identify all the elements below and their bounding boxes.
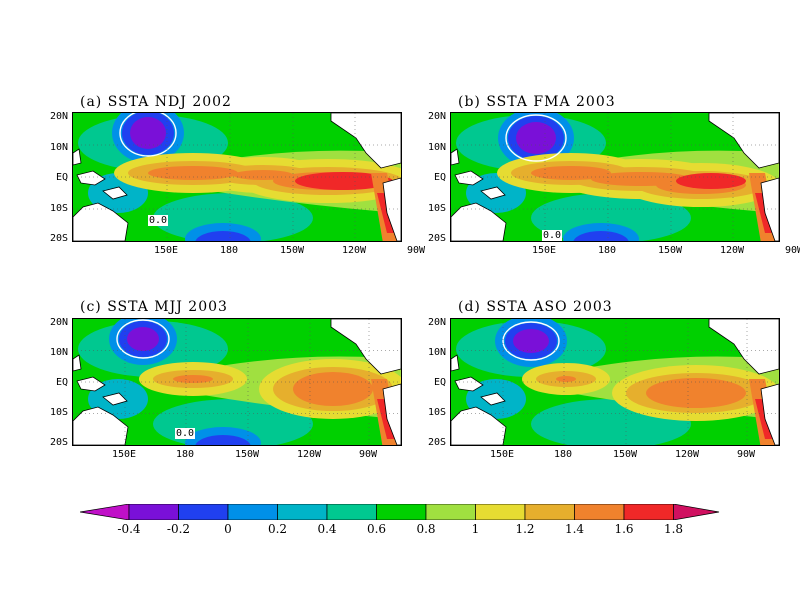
colorbar-tick-label: 0.2 (267, 522, 288, 536)
colorbar-tick-label: 1.6 (614, 522, 634, 536)
colorbar-segment (227, 504, 278, 520)
latitude-tick-label: 10S (427, 202, 446, 214)
latitude-tick-label: 10N (427, 141, 446, 153)
colorbar-segment (277, 504, 328, 520)
colorbar-segment (425, 504, 476, 520)
colorbar-segment (376, 504, 427, 520)
latitude-tick-label: EQ (55, 377, 68, 388)
latitude-tick-label: 10N (49, 141, 68, 153)
sst-anomaly-field (73, 113, 401, 241)
colorbar-tick-label: 0.6 (366, 522, 387, 536)
colorbar-segment (128, 504, 179, 520)
colorbar-tick-label: -0.2 (166, 522, 191, 536)
latitude-tick-label: 20N (427, 317, 446, 328)
sst-anomaly-map (450, 318, 780, 446)
latitude-tick-label: EQ (433, 172, 446, 183)
colorbar-tick-label: 0 (224, 522, 232, 536)
colorbar-tick-label: 1.2 (515, 522, 535, 536)
longitude-tick-label: 150W (612, 449, 638, 460)
colorbar-tick-label: 0.4 (317, 522, 337, 536)
longitude-tick-label: 150W (279, 245, 305, 256)
colorbar-tick-label: 0.8 (416, 522, 436, 536)
contour-label: 0.0 (148, 215, 169, 226)
colorbar-tick-label: 1 (471, 522, 480, 536)
contour-label: 0.0 (175, 428, 196, 439)
sst-anomaly-map (72, 112, 402, 242)
longitude-tick-label: 120W (674, 449, 700, 460)
longitude-tick-label: 150E (489, 449, 515, 460)
colorbar-segment (326, 504, 377, 520)
latitude-tick-label: 20S (427, 437, 446, 448)
colorbar-segment (574, 504, 625, 520)
sst-anomaly-map (72, 318, 402, 446)
longitude-tick-label: 180 (219, 245, 239, 256)
longitude-tick-label: 120W (719, 245, 745, 256)
panel-title: (a) SSTA NDJ 2002 (80, 94, 232, 110)
latitude-tick-label: 20S (49, 437, 68, 448)
longitude-tick-label: 180 (175, 449, 195, 460)
latitude-tick-label: 20N (49, 317, 68, 328)
longitude-tick-label: 120W (341, 245, 367, 256)
longitude-tick-label: 150E (531, 245, 557, 256)
colorbar-tick-label: 1.8 (663, 522, 684, 536)
latitude-tick-label: 20N (49, 111, 68, 122)
longitude-tick-label: 150W (657, 245, 683, 256)
colorbar (80, 504, 720, 520)
latitude-tick-label: EQ (55, 172, 68, 183)
latitude-tick-label: 10S (49, 407, 68, 418)
latitude-tick-label: 10N (427, 347, 446, 358)
panel-title: (b) SSTA FMA 2003 (458, 94, 616, 110)
latitude-tick-label: 10S (49, 202, 68, 214)
colorbar-segment (673, 504, 720, 520)
longitude-tick-label: 150E (153, 245, 179, 256)
latitude-tick-label: 20S (49, 233, 68, 244)
contour-label: 0.0 (542, 230, 563, 241)
latitude-tick-label: 10S (427, 407, 446, 418)
longitude-tick-label: 90W (358, 449, 378, 460)
longitude-tick-label: 150W (234, 449, 260, 460)
longitude-tick-label: 120W (296, 449, 322, 460)
sst-anomaly-field (451, 319, 779, 445)
colorbar-tick-label: -0.4 (117, 522, 141, 536)
longitude-tick-label: 180 (553, 449, 573, 460)
sst-anomaly-map (450, 112, 780, 242)
sst-anomaly-field (73, 319, 401, 445)
panel-title: (c) SSTA MJJ 2003 (80, 299, 228, 315)
latitude-tick-label: 20S (427, 233, 446, 244)
latitude-tick-label: 20N (427, 111, 446, 122)
longitude-tick-label: 180 (597, 245, 617, 256)
colorbar-segment (623, 504, 674, 520)
latitude-tick-label: EQ (433, 377, 446, 388)
latitude-tick-label: 10N (49, 347, 68, 358)
longitude-tick-label: 90W (736, 449, 756, 460)
panel-title: (d) SSTA ASO 2003 (458, 299, 613, 315)
colorbar-segment (475, 504, 526, 520)
colorbar-tick-label: 1.4 (564, 522, 585, 536)
longitude-tick-label: 90W (784, 245, 800, 256)
colorbar-segment (178, 504, 229, 520)
colorbar-segment (80, 504, 130, 520)
sst-anomaly-field (451, 113, 779, 241)
longitude-tick-label: 90W (406, 245, 426, 256)
colorbar-segment (524, 504, 575, 520)
longitude-tick-label: 150E (111, 449, 137, 460)
